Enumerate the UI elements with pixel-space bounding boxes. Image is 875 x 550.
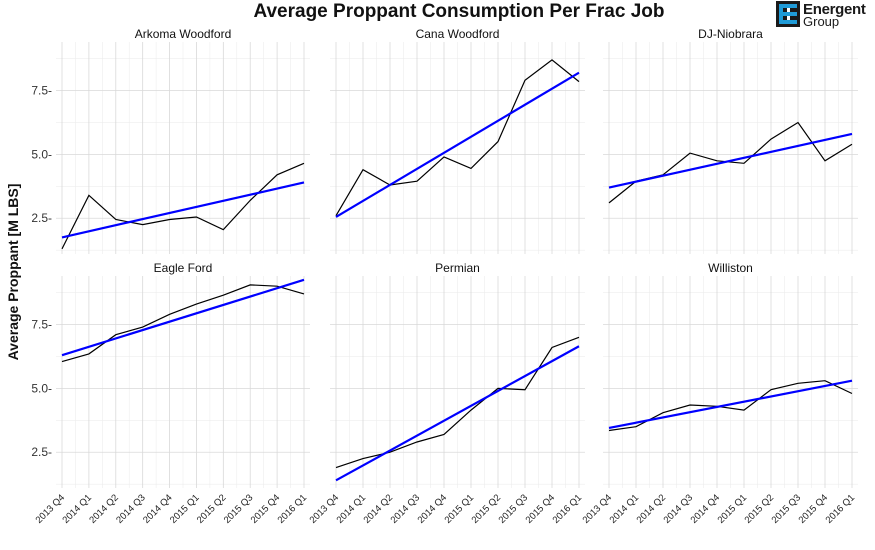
trend-line-dj-niobrara bbox=[608, 132, 853, 189]
chart-title: Average Proppant Consumption Per Frac Jo… bbox=[253, 1, 665, 22]
trend-line-williston bbox=[608, 379, 853, 430]
trend-line-cana-woodford bbox=[335, 71, 580, 218]
data-line-arkoma-woodford bbox=[61, 162, 305, 250]
panel-arkoma-woodford: Arkoma Woodford 2.5- 5.0- 7.5- bbox=[31, 27, 310, 254]
energent-logo: Energent Group bbox=[776, 1, 872, 29]
y-tick-label: 5.0- bbox=[31, 147, 52, 161]
trend-line-eagle-ford bbox=[61, 278, 305, 357]
panel-title-permian: Permian bbox=[435, 261, 480, 275]
x-tick-label: 2016 Q1 bbox=[824, 492, 858, 526]
panel-cana-woodford: Cana Woodford bbox=[330, 27, 585, 254]
y-tick-label: 7.5- bbox=[31, 84, 52, 98]
logo-group-text: Group bbox=[803, 14, 840, 29]
data-line-eagle-ford bbox=[61, 284, 305, 363]
panel-title-williston: Williston bbox=[708, 261, 753, 275]
y-tick-label: 5.0- bbox=[31, 381, 52, 395]
panel-dj-niobrara: DJ-Niobrara bbox=[603, 27, 858, 254]
x-tick-label: 2016 Q1 bbox=[276, 492, 310, 526]
trend-line-arkoma-woodford bbox=[61, 181, 305, 239]
y-tick-label: 7.5- bbox=[31, 318, 52, 332]
y-tick-label: 2.5- bbox=[31, 445, 52, 459]
energent-logo-icon bbox=[776, 1, 800, 27]
panel-title-dj-niobrara: DJ-Niobrara bbox=[698, 27, 763, 41]
data-line-cana-woodford bbox=[335, 59, 580, 217]
panel-title-eagle-ford: Eagle Ford bbox=[154, 261, 213, 275]
x-tick-label: 2016 Q1 bbox=[551, 492, 585, 526]
trend-line-permian bbox=[335, 345, 580, 482]
chart-panels: Arkoma Woodford 2.5- 5.0- 7.5- Cana Woodford… bbox=[31, 27, 858, 526]
panel-title-cana-woodford: Cana Woodford bbox=[416, 27, 500, 41]
y-axis-label: Average Proppant [M LBS] bbox=[5, 184, 21, 361]
y-tick-label: 2.5- bbox=[31, 211, 52, 225]
panel-title-arkoma-woodford: Arkoma Woodford bbox=[135, 27, 232, 41]
logo-brand-text: Energent bbox=[803, 1, 866, 18]
